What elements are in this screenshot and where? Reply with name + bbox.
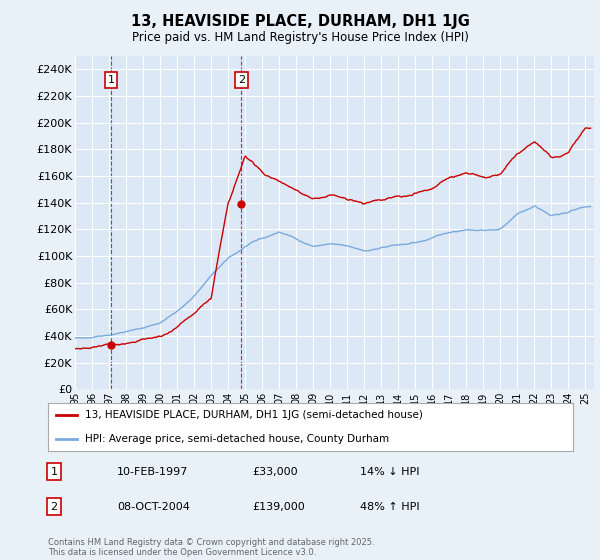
Text: 14% ↓ HPI: 14% ↓ HPI [360,466,419,477]
Text: £139,000: £139,000 [252,502,305,512]
Text: HPI: Average price, semi-detached house, County Durham: HPI: Average price, semi-detached house,… [85,434,389,444]
Text: 2: 2 [238,75,245,85]
Text: 08-OCT-2004: 08-OCT-2004 [117,502,190,512]
Text: 1: 1 [107,75,115,85]
Text: 13, HEAVISIDE PLACE, DURHAM, DH1 1JG: 13, HEAVISIDE PLACE, DURHAM, DH1 1JG [131,14,469,29]
Text: Price paid vs. HM Land Registry's House Price Index (HPI): Price paid vs. HM Land Registry's House … [131,31,469,44]
Text: £33,000: £33,000 [252,466,298,477]
Text: 48% ↑ HPI: 48% ↑ HPI [360,502,419,512]
Text: Contains HM Land Registry data © Crown copyright and database right 2025.
This d: Contains HM Land Registry data © Crown c… [48,538,374,557]
Text: 10-FEB-1997: 10-FEB-1997 [117,466,188,477]
Text: 2: 2 [50,502,58,512]
Text: 13, HEAVISIDE PLACE, DURHAM, DH1 1JG (semi-detached house): 13, HEAVISIDE PLACE, DURHAM, DH1 1JG (se… [85,410,422,420]
Text: 1: 1 [50,466,58,477]
